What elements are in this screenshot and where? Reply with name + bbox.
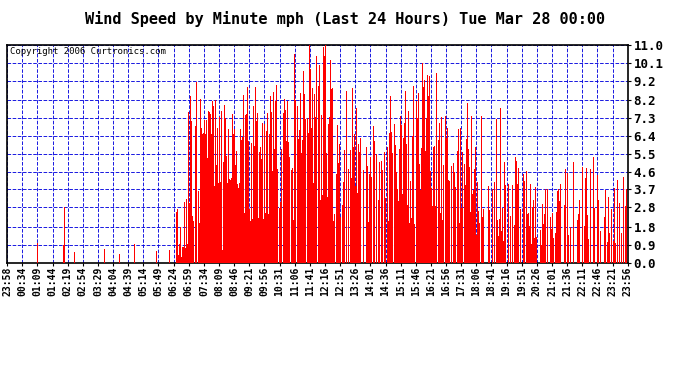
Text: Copyright 2006 Curtronics.com: Copyright 2006 Curtronics.com (10, 47, 166, 56)
Text: Wind Speed by Minute mph (Last 24 Hours) Tue Mar 28 00:00: Wind Speed by Minute mph (Last 24 Hours)… (85, 11, 605, 27)
